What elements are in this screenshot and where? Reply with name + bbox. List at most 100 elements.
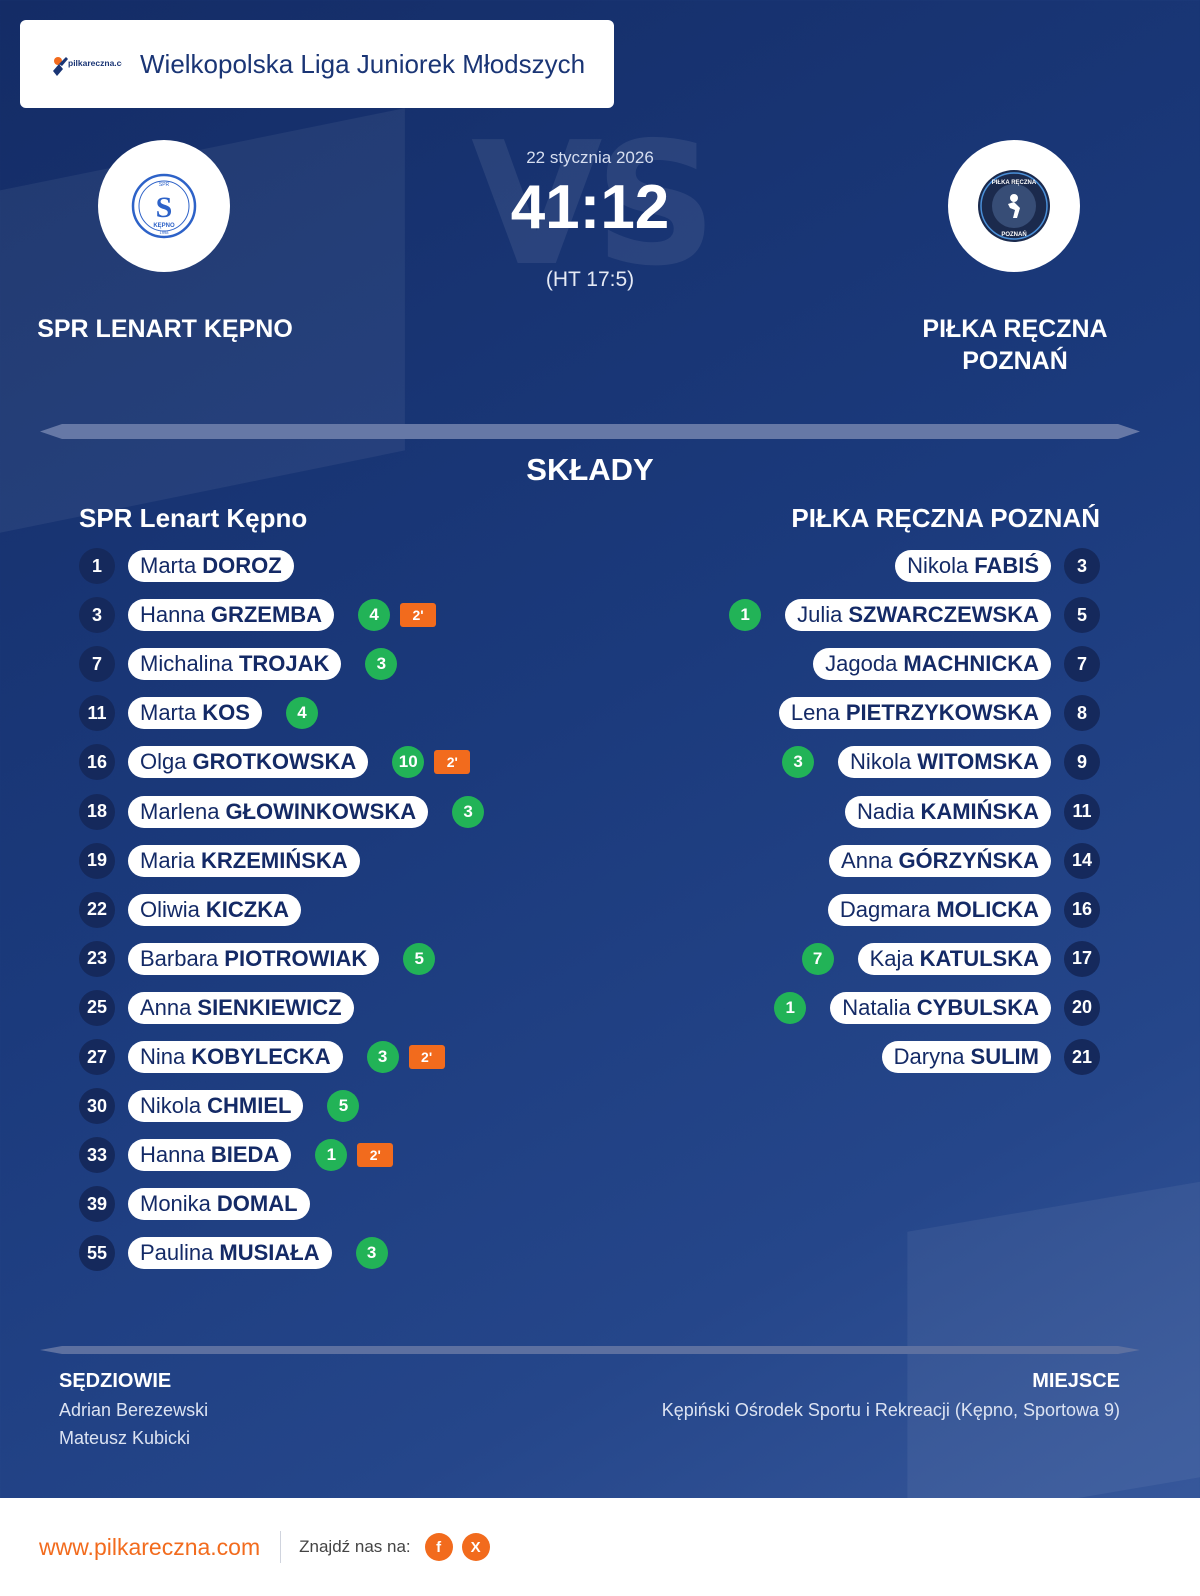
player-name[interactable]: Dagmara MOLICKA (827, 893, 1051, 926)
player-first-name: Marlena (140, 798, 220, 824)
player-row[interactable]: 39 Monika DOMAL (79, 1186, 310, 1223)
player-row[interactable]: 16 Dagmara MOLICKA (827, 891, 1100, 928)
player-number: 30 (79, 1088, 115, 1125)
player-row[interactable]: 1 Marta DOROZ (79, 548, 294, 584)
player-row[interactable]: 7 Michalina TROJAK 3 (79, 646, 398, 683)
player-row[interactable]: 30 Nikola CHMIEL 5 (79, 1088, 360, 1125)
player-name[interactable]: Anna GÓRZYŃSKA (829, 844, 1051, 877)
player-name[interactable]: Oliwia KICZKA (128, 893, 302, 926)
player-row[interactable]: 7 Jagoda MACHNICKA (813, 646, 1100, 683)
player-name[interactable]: Natalia CYBULSKA (830, 991, 1051, 1024)
player-name[interactable]: Olga GROTKOWSKA (128, 746, 369, 779)
player-name[interactable]: Marlena GŁOWINKOWSKA (128, 795, 429, 828)
goals-badge: 4 (358, 599, 391, 632)
player-row[interactable]: 11 Marta KOS 4 (79, 695, 318, 732)
player-row[interactable]: 3 Hanna GRZEMBA 4 2' (79, 597, 437, 634)
player-row[interactable]: 8 Lena PIETRZYKOWSKA (778, 695, 1100, 732)
player-first-name: Kaja (869, 945, 914, 971)
player-name[interactable]: Lena PIETRZYKOWSKA (778, 697, 1051, 730)
player-name[interactable]: Monika DOMAL (128, 1188, 310, 1221)
player-name[interactable]: Daryna SULIM (881, 1041, 1051, 1073)
crest-text: KĘPNO (153, 223, 175, 229)
player-name[interactable]: Hanna BIEDA (128, 1139, 292, 1172)
player-first-name: Natalia (842, 994, 911, 1020)
player-row[interactable]: 11 Nadia KAMIŃSKA (844, 793, 1100, 830)
player-name[interactable]: Marta DOROZ (128, 550, 294, 582)
vs-watermark: VS (470, 106, 717, 304)
player-last-name: KOS (202, 700, 250, 726)
away-roster-title: PIŁKA RĘCZNA POZNAŃ (791, 503, 1100, 533)
player-name[interactable]: Julia SZWARCZEWSKA (785, 599, 1051, 632)
away-team-name[interactable]: PIŁKA RĘCZNA POZNAŃ (922, 315, 1108, 375)
player-name[interactable]: Hanna GRZEMBA (128, 599, 335, 632)
player-last-name: KICZKA (205, 896, 290, 922)
player-row[interactable]: 19 Maria KRZEMIŃSKA (79, 842, 360, 879)
home-team-badge[interactable]: SPR S KĘPNO 1998 (98, 140, 230, 272)
player-name[interactable]: Marta KOS (128, 697, 262, 730)
player-row[interactable]: 18 Marlena GŁOWINKOWSKA 3 (79, 793, 485, 830)
player-row[interactable]: 3 Nikola FABIŚ (895, 548, 1100, 584)
pilkareczna-logo-icon[interactable]: pilkareczna.com (50, 49, 122, 79)
x-icon[interactable]: X (461, 1533, 490, 1561)
player-row[interactable]: 23 Barbara PIOTROWIAK 5 (79, 940, 436, 977)
player-number: 7 (79, 646, 115, 683)
player-last-name: GŁOWINKOWSKA (225, 798, 417, 824)
player-first-name: Lena (790, 700, 840, 726)
player-row[interactable]: 17 Kaja KATULSKA 7 (801, 940, 1100, 977)
player-name[interactable]: Kaja KATULSKA (857, 942, 1051, 975)
player-first-name: Julia (797, 602, 843, 628)
player-number: 16 (1064, 891, 1100, 928)
suspension-badge: 2' (434, 750, 471, 775)
match-date: 22 stycznia 2026 (526, 148, 654, 167)
site-link[interactable]: www.pilkareczna.com (39, 1533, 261, 1560)
player-first-name: Oliwia (140, 896, 200, 922)
player-first-name: Marta (140, 553, 197, 578)
suspension-badge: 2' (357, 1143, 394, 1168)
player-number: 23 (79, 940, 115, 977)
player-number: 14 (1064, 842, 1100, 879)
facebook-icon[interactable]: f (424, 1533, 453, 1561)
player-first-name: Paulina (140, 1240, 214, 1266)
home-team-name[interactable]: SPR LENART KĘPNO (37, 315, 293, 343)
player-name[interactable]: Paulina MUSIAŁA (128, 1237, 332, 1270)
player-row[interactable]: 9 Nikola WITOMSKA 3 (782, 744, 1100, 781)
player-first-name: Jagoda (825, 651, 898, 677)
player-number: 16 (79, 744, 115, 781)
player-row[interactable]: 16 Olga GROTKOWSKA 10 2' (79, 744, 471, 781)
player-name[interactable]: Barbara PIOTROWIAK (128, 942, 380, 975)
venue-title: MIEJSCE (1032, 1370, 1120, 1392)
player-row[interactable]: 33 Hanna BIEDA 1 2' (79, 1137, 394, 1174)
player-number: 9 (1064, 744, 1100, 781)
divider (40, 424, 1140, 439)
player-name[interactable]: Michalina TROJAK (128, 648, 342, 681)
player-number: 25 (79, 989, 115, 1026)
player-first-name: Nina (140, 1044, 186, 1069)
player-name[interactable]: Anna SIENKIEWICZ (128, 991, 354, 1024)
final-score: 41:12 (510, 173, 670, 242)
player-row[interactable]: 27 Nina KOBYLECKA 3 2' (79, 1039, 445, 1075)
venue-name: Kępiński Ośrodek Sportu i Rekreacji (Kęp… (661, 1400, 1120, 1420)
player-name[interactable]: Nikola FABIŚ (895, 550, 1051, 582)
crest-text: SPR (159, 182, 170, 188)
player-number: 5 (1064, 597, 1100, 634)
goals-badge: 10 (392, 746, 425, 779)
player-name[interactable]: Jagoda MACHNICKA (813, 648, 1051, 681)
away-team-badge[interactable]: PIŁKA RĘCZNA POZNAŃ (948, 140, 1080, 272)
goals-badge: 5 (403, 942, 436, 975)
player-row[interactable]: 21 Daryna SULIM (881, 1039, 1100, 1075)
player-row[interactable]: 22 Oliwia KICZKA (79, 891, 302, 928)
player-row[interactable]: 14 Anna GÓRZYŃSKA (829, 842, 1100, 879)
player-row[interactable]: 20 Natalia CYBULSKA 1 (774, 989, 1100, 1026)
player-row[interactable]: 25 Anna SIENKIEWICZ (79, 989, 354, 1026)
player-first-name: Dagmara (839, 896, 931, 922)
player-name[interactable]: Nina KOBYLECKA (128, 1041, 343, 1073)
player-row[interactable]: 55 Paulina MUSIAŁA 3 (79, 1235, 388, 1272)
league-card: pilkareczna.com Wielkopolska Liga Junior… (20, 20, 614, 108)
player-first-name: Nadia (856, 798, 915, 824)
player-name[interactable]: Nikola CHMIEL (128, 1090, 304, 1123)
official-name: Mateusz Kubicki (59, 1428, 191, 1448)
player-name[interactable]: Nikola WITOMSKA (838, 746, 1051, 779)
player-name[interactable]: Maria KRZEMIŃSKA (128, 844, 360, 877)
player-row[interactable]: 5 Julia SZWARCZEWSKA 1 (729, 597, 1100, 634)
player-name[interactable]: Nadia KAMIŃSKA (844, 795, 1051, 828)
